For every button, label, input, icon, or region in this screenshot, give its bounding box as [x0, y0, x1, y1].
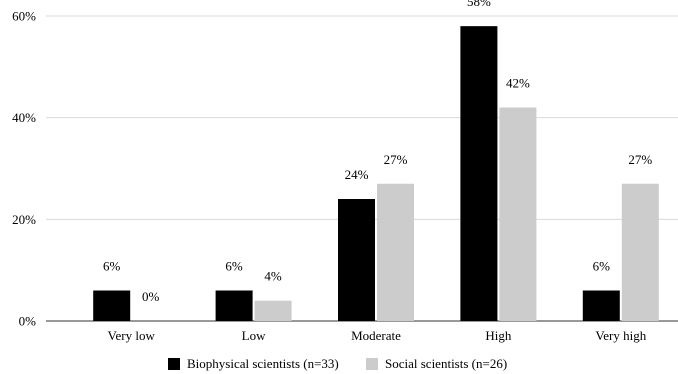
legend-swatch [168, 358, 180, 370]
bar-social-very-high [621, 183, 659, 321]
y-tick-label: 20% [12, 212, 36, 227]
data-label: 4% [264, 269, 282, 284]
bar-biophysical-high [460, 26, 498, 322]
bar-social-low [254, 300, 292, 321]
legend-swatch [366, 358, 378, 370]
y-axis: 0% 20% 40% 60% [12, 9, 36, 329]
x-tick-label: Low [242, 328, 266, 343]
data-label: 27% [628, 152, 652, 167]
data-label: 0% [142, 289, 160, 304]
bar-social-moderate [377, 183, 414, 321]
x-tick-label: Very high [595, 328, 646, 343]
x-tick-label: High [485, 328, 512, 343]
data-labels: 6% 0% 6% 4% 24% 27% 58% 42% 6% 27% [103, 0, 652, 304]
data-label: 6% [225, 259, 243, 274]
bar-biophysical-very-high [582, 290, 620, 321]
legend: Biophysical scientists (n=33) Social scie… [168, 356, 507, 371]
bar-biophysical-moderate [338, 199, 375, 321]
x-axis: Very low Low Moderate High Very high [108, 328, 647, 343]
y-tick-label: 40% [12, 110, 36, 125]
y-tick-label: 60% [12, 9, 36, 24]
bar-biophysical-low [215, 290, 253, 321]
data-label: 6% [593, 259, 611, 274]
data-label: 27% [384, 152, 408, 167]
legend-label: Biophysical scientists (n=33) [187, 356, 339, 371]
data-label: 58% [467, 0, 491, 9]
bars [93, 26, 659, 322]
data-label: 42% [506, 76, 530, 91]
bar-biophysical-very-low [93, 290, 131, 321]
y-tick-label: 0% [19, 314, 37, 329]
x-tick-label: Very low [108, 328, 156, 343]
data-label: 6% [103, 259, 121, 274]
legend-label: Social scientists (n=26) [385, 356, 507, 371]
data-label: 24% [345, 167, 369, 182]
bar-social-high [499, 107, 537, 321]
x-tick-label: Moderate [351, 328, 401, 343]
